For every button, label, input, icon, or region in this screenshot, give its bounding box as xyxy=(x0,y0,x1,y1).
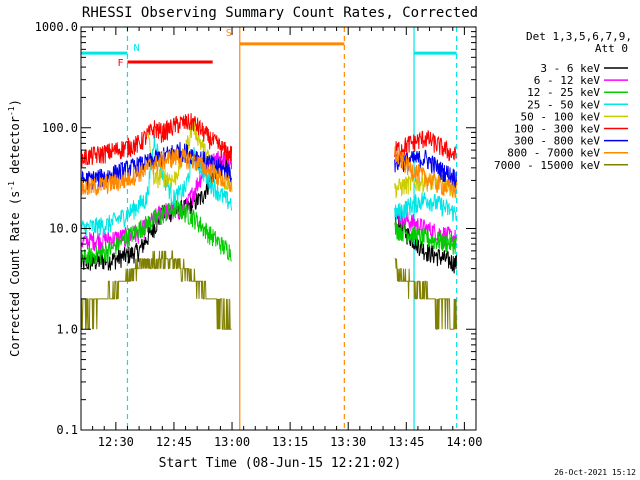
series-line-7000-15000-kev xyxy=(394,258,457,330)
x-axis: 12:30 12:45 13:00 13:15 13:30 13:45 14:00 xyxy=(92,27,482,449)
legend-header-2: Att 0 xyxy=(595,42,628,55)
flag-layer: NF S xyxy=(81,27,458,430)
x-tick-label: 13:00 xyxy=(214,435,250,449)
y-tick-label: 100.0 xyxy=(42,121,78,135)
series-line-100-300-kev xyxy=(394,130,457,162)
legend-label: 300 - 800 keV xyxy=(514,135,600,148)
x-axis-label: Start Time (08-Jun-15 12:21:02) xyxy=(159,456,402,471)
series-line-7000-15000-kev xyxy=(81,250,232,330)
legend-label: 12 - 25 keV xyxy=(527,86,600,99)
y-label-sup: -1 xyxy=(7,181,16,191)
series-line-12-25-kev xyxy=(81,199,232,267)
chart-title: RHESSI Observing Summary Count Rates, Co… xyxy=(82,5,478,21)
x-tick-label: 13:30 xyxy=(330,435,366,449)
legend-label: 6 - 12 keV xyxy=(534,74,601,87)
legend-label: 25 - 50 keV xyxy=(527,98,600,111)
legend-header-1: Det 1,3,5,6,7,9, xyxy=(526,30,632,43)
y-axis-label: Corrected Count Rate (s-1 detector-1) xyxy=(7,99,22,357)
y-tick-label: 10.0 xyxy=(49,222,78,236)
legend-label: 50 - 100 keV xyxy=(521,110,601,123)
series-line-50-100-kev xyxy=(146,117,233,193)
y-label-sup-2: -1 xyxy=(7,106,16,116)
x-tick-label: 12:30 xyxy=(98,435,134,449)
y-tick-label: 0.1 xyxy=(56,423,78,437)
series-line-3-6-kev xyxy=(81,149,233,271)
series-line-3-6-kev xyxy=(394,210,457,274)
series-line-12-25-kev xyxy=(394,221,457,255)
x-tick-label: 13:45 xyxy=(388,435,424,449)
y-label-mid: detector xyxy=(8,116,22,181)
series-line-100-300-kev xyxy=(81,113,233,168)
y-tick-label: 1.0 xyxy=(56,322,78,336)
x-tick-label: 12:45 xyxy=(156,435,192,449)
flag-label: F xyxy=(117,58,123,69)
flag-label: N xyxy=(133,43,139,54)
y-label-prefix: Corrected Count Rate (s xyxy=(8,191,22,357)
x-tick-label: 14:00 xyxy=(446,435,482,449)
series-line-800-7000-kev xyxy=(81,148,233,198)
flag-label: S xyxy=(226,28,232,39)
x-tick-label: 13:15 xyxy=(272,435,308,449)
footer-date: 26-Oct-2021 15:12 xyxy=(554,468,636,477)
y-tick-label: 1000.0 xyxy=(35,20,78,34)
legend-label: 800 - 7000 keV xyxy=(507,147,600,160)
series-layer xyxy=(81,113,457,330)
legend-label: 100 - 300 keV xyxy=(514,123,600,136)
series-line-800-7000-kev xyxy=(394,146,457,199)
series-line-25-50-kev xyxy=(394,192,457,222)
legend-label: 7000 - 15000 keV xyxy=(494,159,600,172)
y-label-suffix: ) xyxy=(8,99,22,106)
y-axis: 0.1 1.0 10.0 100.0 1000.0 xyxy=(35,20,476,437)
legend-label: 3 - 6 keV xyxy=(540,62,600,75)
